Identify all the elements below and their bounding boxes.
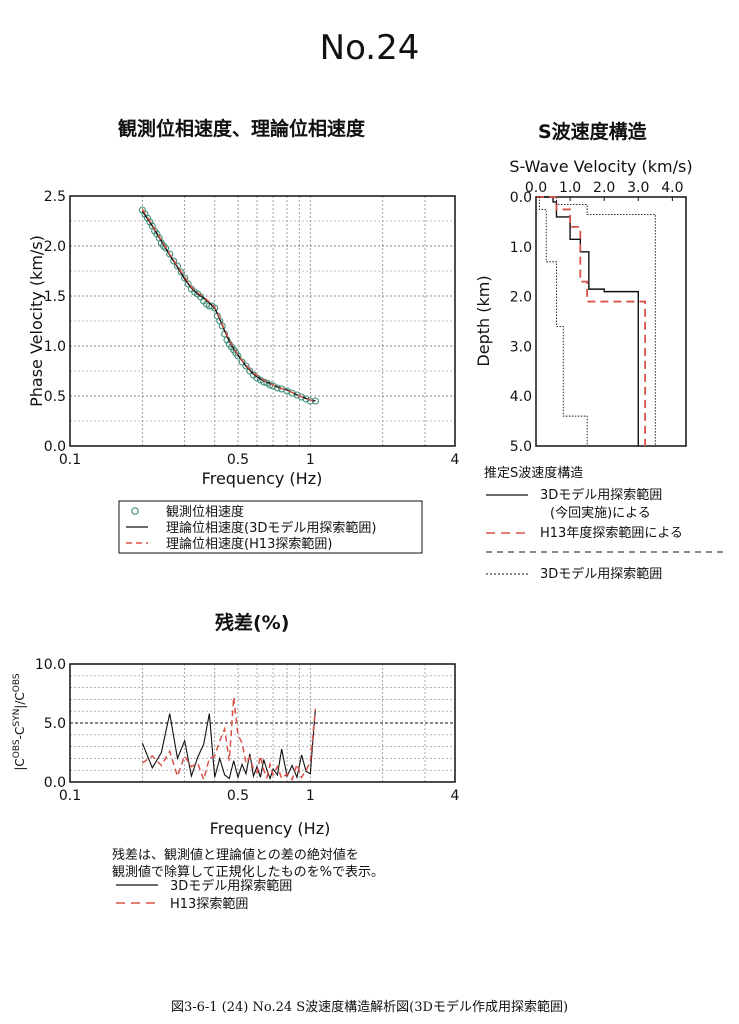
x-tick-label: 4 [451,788,460,804]
vs-y-tick-label: 3.0 [510,339,532,355]
theory-3d-line [141,210,316,402]
dispersion-legend: 観測位相速度 理論位相速度(3Dモデル用探索範囲) 理論位相速度(H13探索範囲… [118,500,423,554]
residual-legend-h13: H13探索範囲 [170,897,248,912]
vs-legend-3d-a: 3Dモデル用探索範囲 [540,487,662,503]
residual-y-axis-label: |COBS-CSYN|/COBS [12,673,27,770]
dispersion-grid [70,196,455,446]
vs-series [536,196,656,446]
observed-point [170,257,178,265]
observed-point [242,362,250,370]
observed-point [211,304,219,312]
dispersion-plot-frame [69,195,456,447]
x-tick-label: 0.5 [227,788,249,804]
figure-caption: 図3-6-1 (24) No.24 S波速度構造解析図(3Dモデル作成用探索範囲… [170,1000,569,1015]
vs-x-tick-label: 4.0 [661,180,683,196]
vs-x-tick-label: 2.0 [593,180,615,196]
residual-tick-labels: 0.1 0.5 1 4 0.0 5.0 10.0 [35,657,460,804]
x-tick-label: 4 [451,452,460,468]
vs-x-tick-label: 0.0 [525,180,547,196]
y-tick-label: 5.0 [44,716,66,732]
residual-h13-line [141,696,317,783]
y-tick-label: 2.0 [44,239,66,255]
x-tick-label: 0.5 [227,452,249,468]
residual-series [141,696,317,783]
vs-y-tick-label: 5.0 [510,439,532,455]
y-tick-label: 0.0 [44,439,66,455]
observed-point [153,230,161,238]
legend-observed: 観測位相速度 [166,504,244,520]
observed-point [181,274,189,282]
vs-profile-line-dotted [536,196,588,446]
y-tick-label: 1.0 [44,339,66,355]
legend-theory-3d: 理論位相速度(3Dモデル用探索範囲) [166,520,376,536]
y-tick-label: 0.5 [44,389,66,405]
residual-3d-line [141,708,316,781]
vs-chart-title: S波速度構造 [538,121,647,143]
x-tick-label: 0.1 [59,788,81,804]
residual-x-axis-label: Frequency (Hz) [210,819,331,838]
vs-legend-range: 3Dモデル用探索範囲 [540,566,662,582]
vs-tick-labels: 0.0 1.0 2.0 3.0 4.0 0.0 1.0 2.0 3.0 4.0 5.0 [510,180,684,455]
residual-grid [70,664,455,782]
dispersion-chart-title: 観測位相速度、理論位相速度 [118,118,366,140]
observed-point [246,367,254,375]
vs-legend-3d-b: (今回実施)による [550,505,651,521]
dispersion-chart: 0.1 0.5 1 4 0.0 0.5 1.0 1.5 2.0 2.5 Frequency (Hz… [27,189,460,488]
residual-legend: 3Dモデル用探索範囲 H13探索範囲 [116,878,292,912]
vs-y-tick-label: 4.0 [510,389,532,405]
observed-point [173,262,182,270]
vs-y-tick-label: 2.0 [510,290,532,306]
vs-legend-h13: H13年度探索範囲による [540,525,683,541]
dispersion-series [138,206,319,405]
observed-point [166,250,174,258]
observed-point [234,352,242,360]
legend-theory-h13: 理論位相速度(H13探索範囲) [166,536,332,552]
vs-y-axis-label: Depth (km) [474,275,493,366]
observed-point [298,393,306,401]
page-title: No.24 [319,28,420,68]
vs-y-tick-label: 1.0 [510,240,532,256]
residual-note-line2: 観測値で除算して正規化したものを%で表示。 [112,865,384,880]
legend-observed-marker [131,507,139,515]
vs-plot-frame [535,196,687,447]
vs-y-tick-label: 0.0 [510,190,532,206]
dispersion-y-axis-label: Phase Velocity (km/s) [27,235,46,407]
x-tick-label: 1 [306,452,315,468]
residual-note-line1: 残差は、観測値と理論値との差の絶対値を [112,848,359,863]
dispersion-x-axis-label: Frequency (Hz) [202,469,323,488]
vs-x-tick-label: 3.0 [627,180,649,196]
theory-h13-line [141,208,316,402]
vs-profile-line-solid [536,196,639,446]
observed-point [162,244,170,252]
y-tick-label: 0.0 [44,775,66,791]
y-tick-label: 10.0 [35,657,66,673]
vs-legend-heading: 推定S波速度構造 [484,465,583,481]
vs-profile-line-dotted [556,197,656,446]
residual-plot-frame [69,663,456,783]
x-tick-label: 1 [306,788,315,804]
vs-x-tick-label: 1.0 [559,180,581,196]
vs-legend: 推定S波速度構造 3Dモデル用探索範囲 (今回実施)による H13年度探索範囲に… [484,465,723,582]
residual-chart: 0.1 0.5 1 4 0.0 5.0 10.0 Frequency (Hz) |COBS-… [12,657,460,838]
observed-point [177,268,185,276]
vs-x-axis-title: S-Wave Velocity (km/s) [509,157,692,176]
observed-point [293,391,301,399]
residual-chart-title: 残差(%) [215,612,290,634]
vs-profile-chart: S-Wave Velocity (km/s) 0.0 1.0 2.0 3.0 4.00.… [474,157,693,455]
y-tick-label: 1.5 [44,289,66,305]
residual-legend-3d: 3Dモデル用探索範囲 [170,878,292,894]
dispersion-tick-labels: 0.1 0.5 1 4 0.0 0.5 1.0 1.5 2.0 2.5 [44,189,460,468]
x-tick-label: 0.1 [59,452,81,468]
y-tick-label: 2.5 [44,189,66,205]
dispersion-legend-frame [118,500,423,554]
vs-profile-line-dashed [536,196,646,446]
